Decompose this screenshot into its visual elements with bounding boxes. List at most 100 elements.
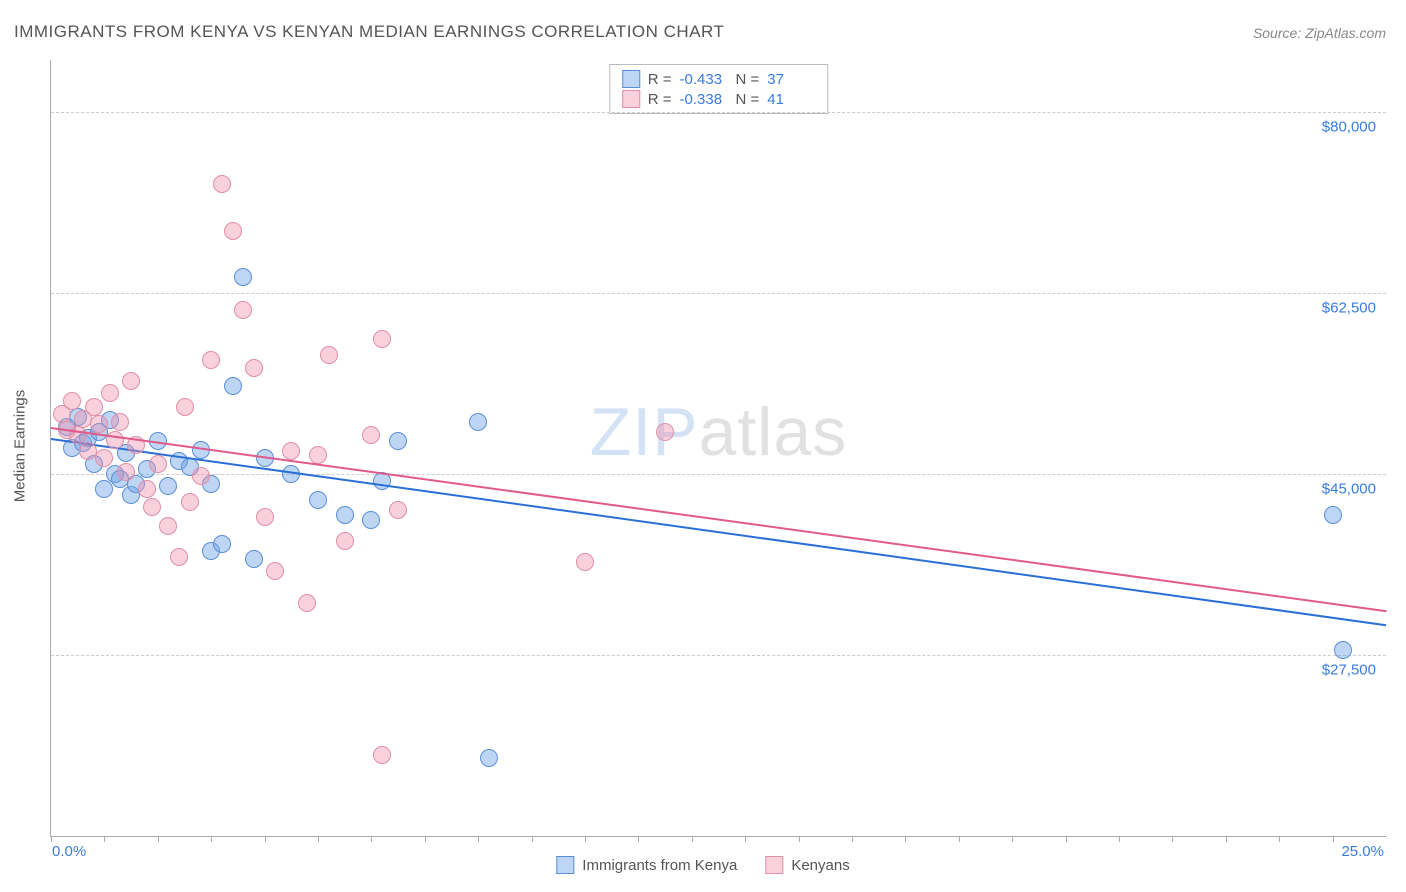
source-attribution: Source: ZipAtlas.com xyxy=(1253,25,1386,41)
x-tick-mark xyxy=(1333,836,1334,842)
scatter-point-kenyans xyxy=(170,548,188,566)
x-tick-mark xyxy=(905,836,906,842)
chart-title: IMMIGRANTS FROM KENYA VS KENYAN MEDIAN E… xyxy=(14,22,724,42)
y-tick-label: $27,500 xyxy=(1322,661,1376,678)
stats-legend: R = -0.433 N = 37 R = -0.338 N = 41 xyxy=(609,64,829,114)
legend-item-1: Kenyans xyxy=(765,856,849,874)
watermark: ZIPatlas xyxy=(590,393,847,471)
gridline-h xyxy=(51,112,1386,113)
scatter-point-immigrants xyxy=(362,511,380,529)
scatter-point-immigrants xyxy=(1324,506,1342,524)
scatter-point-kenyans xyxy=(362,426,380,444)
x-tick-mark xyxy=(371,836,372,842)
scatter-point-kenyans xyxy=(245,359,263,377)
scatter-point-kenyans xyxy=(266,562,284,580)
scatter-point-kenyans xyxy=(149,455,167,473)
scatter-point-immigrants xyxy=(469,413,487,431)
stats-r-label: R = xyxy=(648,71,672,88)
gridline-h xyxy=(51,655,1386,656)
x-tick-mark xyxy=(318,836,319,842)
stats-r-label: R = xyxy=(648,91,672,108)
scatter-point-kenyans xyxy=(90,415,108,433)
x-tick-mark xyxy=(959,836,960,842)
swatch-icon xyxy=(765,856,783,874)
scatter-point-kenyans xyxy=(224,222,242,240)
scatter-point-kenyans xyxy=(320,346,338,364)
stats-n-label: N = xyxy=(736,71,760,88)
legend-label: Immigrants from Kenya xyxy=(582,857,737,874)
scatter-point-kenyans xyxy=(111,413,129,431)
x-tick-mark xyxy=(799,836,800,842)
scatter-point-kenyans xyxy=(309,446,327,464)
scatter-point-kenyans xyxy=(159,517,177,535)
scatter-point-kenyans xyxy=(192,467,210,485)
scatter-point-kenyans xyxy=(181,493,199,511)
swatch-icon xyxy=(556,856,574,874)
scatter-point-kenyans xyxy=(282,442,300,460)
scatter-point-kenyans xyxy=(373,330,391,348)
scatter-point-immigrants xyxy=(309,491,327,509)
scatter-point-kenyans xyxy=(176,398,194,416)
x-tick-mark xyxy=(852,836,853,842)
legend-label: Kenyans xyxy=(791,857,849,874)
chart-plot-area: ZIPatlas R = -0.433 N = 37 R = -0.338 N … xyxy=(50,60,1386,837)
scatter-point-kenyans xyxy=(576,553,594,571)
scatter-point-immigrants xyxy=(480,749,498,767)
swatch-icon xyxy=(622,90,640,108)
x-tick-mark xyxy=(211,836,212,842)
watermark-atlas: atlas xyxy=(699,394,848,470)
scatter-point-kenyans xyxy=(213,175,231,193)
x-tick-mark xyxy=(692,836,693,842)
x-tick-mark xyxy=(745,836,746,842)
stats-n-value: 41 xyxy=(767,91,815,108)
scatter-point-kenyans xyxy=(138,480,156,498)
scatter-point-kenyans xyxy=(298,594,316,612)
x-tick-mark xyxy=(265,836,266,842)
x-tick-mark xyxy=(51,836,52,842)
scatter-point-kenyans xyxy=(95,449,113,467)
scatter-point-immigrants xyxy=(245,550,263,568)
gridline-h xyxy=(51,474,1386,475)
x-tick-mark xyxy=(532,836,533,842)
x-axis-max-label: 25.0% xyxy=(1341,843,1384,860)
scatter-point-kenyans xyxy=(389,501,407,519)
scatter-point-immigrants xyxy=(1334,641,1352,659)
stats-n-label: N = xyxy=(736,91,760,108)
stats-r-value: -0.433 xyxy=(680,71,728,88)
scatter-point-kenyans xyxy=(202,351,220,369)
x-tick-mark xyxy=(585,836,586,842)
regression-line-kenyans xyxy=(51,427,1386,612)
scatter-point-immigrants xyxy=(159,477,177,495)
scatter-point-kenyans xyxy=(143,498,161,516)
scatter-point-kenyans xyxy=(256,508,274,526)
scatter-point-kenyans xyxy=(234,301,252,319)
scatter-point-kenyans xyxy=(69,426,87,444)
x-tick-mark xyxy=(1279,836,1280,842)
scatter-point-immigrants xyxy=(234,268,252,286)
swatch-icon xyxy=(622,70,640,88)
stats-row-1: R = -0.338 N = 41 xyxy=(622,89,816,109)
x-axis-min-label: 0.0% xyxy=(52,843,86,860)
scatter-point-kenyans xyxy=(656,423,674,441)
source-name: ZipAtlas.com xyxy=(1305,25,1386,41)
scatter-point-immigrants xyxy=(389,432,407,450)
y-tick-label: $62,500 xyxy=(1322,299,1376,316)
stats-r-value: -0.338 xyxy=(680,91,728,108)
x-tick-mark xyxy=(158,836,159,842)
x-tick-mark xyxy=(1066,836,1067,842)
x-tick-mark xyxy=(104,836,105,842)
y-tick-label: $45,000 xyxy=(1322,480,1376,497)
scatter-point-immigrants xyxy=(336,506,354,524)
x-tick-mark xyxy=(1119,836,1120,842)
y-axis-label: Median Earnings xyxy=(12,390,29,503)
scatter-point-kenyans xyxy=(336,532,354,550)
x-tick-mark xyxy=(478,836,479,842)
x-tick-mark xyxy=(638,836,639,842)
gridline-h xyxy=(51,293,1386,294)
stats-row-0: R = -0.433 N = 37 xyxy=(622,69,816,89)
source-prefix: Source: xyxy=(1253,25,1305,41)
scatter-point-immigrants xyxy=(95,480,113,498)
watermark-zip: ZIP xyxy=(590,394,699,470)
legend-item-0: Immigrants from Kenya xyxy=(556,856,737,874)
x-tick-mark xyxy=(425,836,426,842)
